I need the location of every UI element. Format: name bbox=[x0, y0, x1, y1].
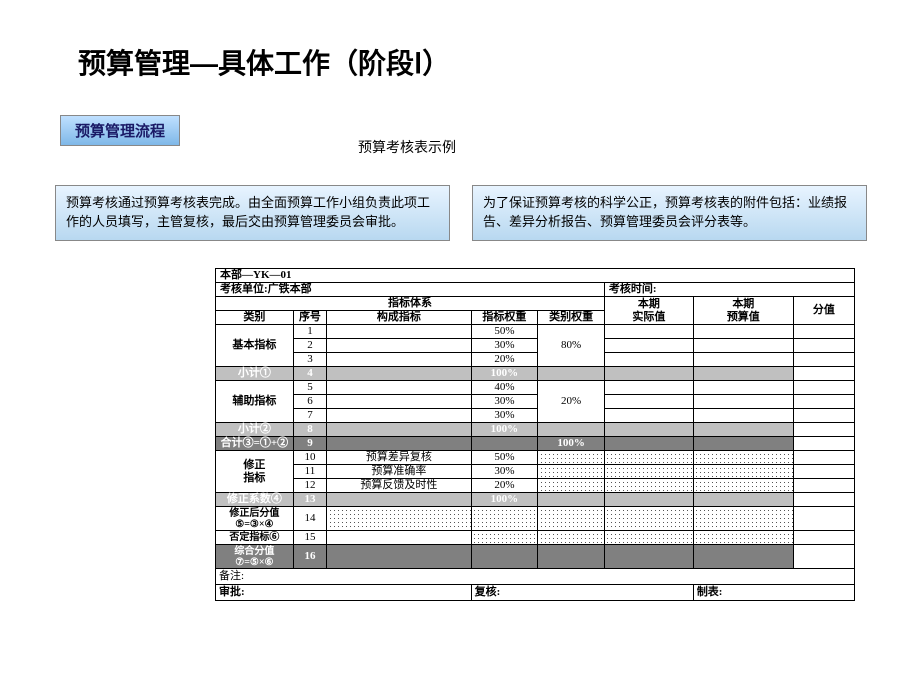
hdr-cat-weight: 类别权重 bbox=[538, 311, 605, 325]
total3: 合计③=①+② bbox=[216, 437, 294, 451]
page-title: 预算管理—具体工作（阶段Ⅰ） bbox=[78, 42, 450, 82]
section-badge: 预算管理流程 bbox=[60, 115, 180, 146]
weight: 50% bbox=[471, 451, 538, 465]
component: 预算反馈及时性 bbox=[327, 479, 471, 493]
hdr-seq: 序号 bbox=[293, 311, 326, 325]
weight: 20% bbox=[471, 353, 538, 367]
cat-weight-aux: 20% bbox=[538, 381, 605, 423]
after5: 修正后分值 ⑤=③×④ bbox=[216, 507, 294, 531]
table-code: 本部—YK—01 bbox=[216, 269, 855, 283]
hdr-category: 类别 bbox=[216, 311, 294, 325]
weight: 20% bbox=[471, 479, 538, 493]
seq: 14 bbox=[293, 507, 326, 531]
seq: 6 bbox=[293, 395, 326, 409]
weight: 30% bbox=[471, 339, 538, 353]
seq: 4 bbox=[293, 367, 326, 381]
review: 复核: bbox=[471, 585, 693, 601]
seq: 8 bbox=[293, 423, 326, 437]
assessment-table: 本部—YK—01 考核单位:广铁本部 考核时间: 指标体系 本期 实际值 本期 … bbox=[215, 268, 855, 601]
weight: 30% bbox=[471, 395, 538, 409]
weight: 30% bbox=[471, 465, 538, 479]
hdr-ind-weight: 指标权重 bbox=[471, 311, 538, 325]
approve: 审批: bbox=[216, 585, 472, 601]
seq: 11 bbox=[293, 465, 326, 479]
seq: 9 bbox=[293, 437, 326, 451]
component: 预算准确率 bbox=[327, 465, 471, 479]
seq: 15 bbox=[293, 531, 326, 545]
table-subtitle: 预算考核表示例 bbox=[358, 137, 456, 157]
hdr-actual: 本期 实际值 bbox=[604, 297, 693, 325]
remark: 备注: bbox=[216, 569, 855, 585]
weight: 50% bbox=[471, 325, 538, 339]
comp7: 综合分值 ⑦=⑤×⑥ bbox=[216, 545, 294, 569]
weight: 100% bbox=[538, 437, 605, 451]
compile: 制表: bbox=[693, 585, 854, 601]
info-box-right: 为了保证预算考核的科学公正，预算考核表的附件包括：业绩报告、差异分析报告、预算管… bbox=[472, 185, 867, 241]
component: 预算差异复核 bbox=[327, 451, 471, 465]
weight: 30% bbox=[471, 409, 538, 423]
seq: 12 bbox=[293, 479, 326, 493]
subtotal2: 小计② bbox=[216, 423, 294, 437]
seq: 5 bbox=[293, 381, 326, 395]
seq: 13 bbox=[293, 493, 326, 507]
weight: 100% bbox=[471, 423, 538, 437]
info-box-left: 预算考核通过预算考核表完成。由全面预算工作小组负责此项工作的人员填写，主管复核，… bbox=[55, 185, 450, 241]
subtotal1: 小计① bbox=[216, 367, 294, 381]
cat-aux: 辅助指标 bbox=[216, 381, 294, 423]
seq: 16 bbox=[293, 545, 326, 569]
cat-correct: 修正 指标 bbox=[216, 451, 294, 493]
coeff4: 修正系数④ bbox=[216, 493, 294, 507]
hdr-score: 分值 bbox=[793, 297, 854, 325]
hdr-budget: 本期 预算值 bbox=[693, 297, 793, 325]
cat-basic: 基本指标 bbox=[216, 325, 294, 367]
seq: 10 bbox=[293, 451, 326, 465]
seq: 2 bbox=[293, 339, 326, 353]
seq: 7 bbox=[293, 409, 326, 423]
hdr-component: 构成指标 bbox=[327, 311, 471, 325]
unit-label: 考核单位:广铁本部 bbox=[216, 283, 605, 297]
hdr-indicator-system: 指标体系 bbox=[216, 297, 605, 311]
seq: 3 bbox=[293, 353, 326, 367]
time-label: 考核时间: bbox=[604, 283, 854, 297]
cat-weight-basic: 80% bbox=[538, 325, 605, 367]
weight: 40% bbox=[471, 381, 538, 395]
weight: 100% bbox=[471, 493, 538, 507]
veto6: 否定指标⑥ bbox=[216, 531, 294, 545]
seq: 1 bbox=[293, 325, 326, 339]
weight: 100% bbox=[471, 367, 538, 381]
